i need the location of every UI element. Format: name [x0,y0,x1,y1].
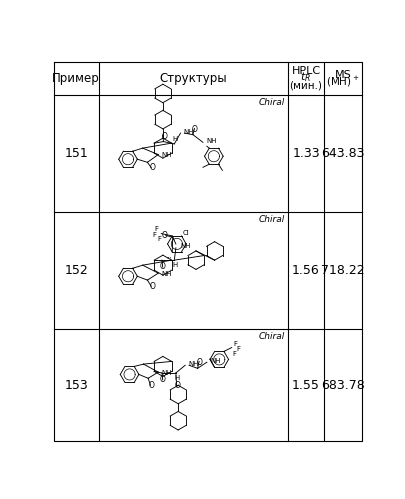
Text: O: O [161,132,167,141]
Text: F: F [158,236,162,242]
Text: O: O [162,231,168,240]
Text: NH: NH [161,152,171,158]
Text: F: F [231,351,235,357]
Text: NH: NH [180,244,191,250]
Text: 683.78: 683.78 [320,379,364,393]
Text: Cl: Cl [183,230,189,236]
Text: O: O [160,262,165,271]
Text: O: O [149,381,155,391]
Text: 151: 151 [64,147,88,160]
Text: 1.55: 1.55 [291,379,319,393]
Text: F: F [154,226,158,232]
Text: HPLC: HPLC [291,66,320,76]
Text: NH: NH [161,370,171,376]
Text: O: O [191,125,197,134]
Text: O: O [149,163,156,172]
Text: 1.56: 1.56 [292,263,319,276]
Text: Структуры: Структуры [159,72,227,85]
Text: NH: NH [206,138,216,144]
Text: H: H [172,262,177,268]
Text: 1.33: 1.33 [292,147,319,160]
Text: F: F [235,346,239,352]
Text: $t_R$: $t_R$ [300,71,311,84]
Text: O: O [196,358,202,367]
Text: 718.22: 718.22 [320,263,364,276]
Text: Пример: Пример [52,72,100,85]
Text: F: F [233,341,237,347]
Text: MS: MS [334,69,351,79]
Text: NH: NH [161,271,171,277]
Text: 643.83: 643.83 [320,147,364,160]
Text: NH: NH [209,358,220,364]
Text: H: H [172,136,177,142]
Text: NH: NH [188,361,198,367]
Text: Chiral: Chiral [258,98,284,107]
Text: O: O [149,282,156,291]
Text: O: O [160,375,165,384]
Text: O: O [174,381,180,390]
Text: 152: 152 [64,263,88,276]
Text: (мин.): (мин.) [289,80,322,90]
Text: ''': ''' [166,257,171,262]
Text: NH: NH [183,129,194,135]
Text: 153: 153 [64,379,88,393]
Text: H: H [175,375,179,381]
Text: Chiral: Chiral [258,332,284,341]
Text: F: F [152,232,156,238]
Text: Chiral: Chiral [258,215,284,224]
Text: (MH)$^+$: (MH)$^+$ [325,75,359,89]
